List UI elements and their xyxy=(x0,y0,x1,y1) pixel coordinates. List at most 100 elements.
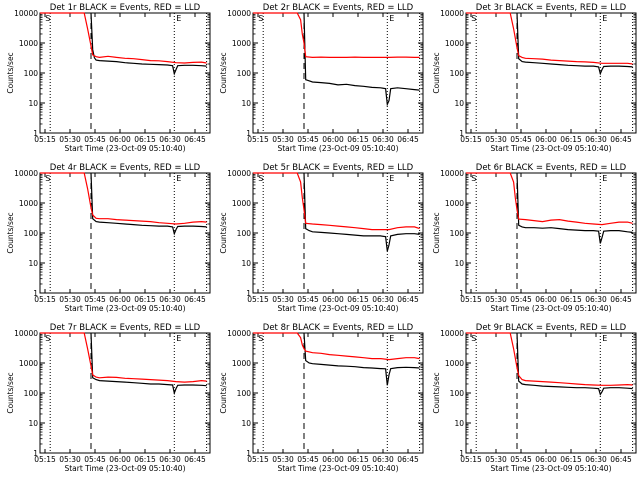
x-tick-label: 06:45 xyxy=(184,135,206,144)
y-tick-label: 10000 xyxy=(14,9,38,18)
x-tick-label: 05:15 xyxy=(460,295,482,304)
y-tick-label: 10 xyxy=(454,259,464,268)
x-tick-label: 05:30 xyxy=(485,135,507,144)
y-tick-label: 10 xyxy=(28,99,38,108)
x-tick-label: 06:45 xyxy=(397,295,419,304)
start-marker-label: S xyxy=(258,14,263,23)
x-tick-label: 06:30 xyxy=(159,455,181,464)
chart-title: Det 3r BLACK = Events, RED = LLD xyxy=(476,3,627,13)
start-marker-label: S xyxy=(471,174,476,183)
y-tick-label: 10 xyxy=(241,99,251,108)
x-tick-label: 06:30 xyxy=(372,455,394,464)
y-tick-label: 1000 xyxy=(232,359,251,368)
x-tick-label: 06:30 xyxy=(372,135,394,144)
end-marker-label: E xyxy=(389,14,394,23)
x-tick-label: 06:00 xyxy=(109,455,131,464)
x-tick-label: 05:15 xyxy=(247,455,269,464)
start-marker-label: S xyxy=(45,14,50,23)
y-tick-label: 1000 xyxy=(19,39,38,48)
y-tick-label: 100 xyxy=(450,229,465,238)
y-axis-label: Counts/sec xyxy=(219,52,228,93)
y-tick-label: 1 xyxy=(33,129,38,138)
end-marker-label: E xyxy=(389,334,394,343)
end-marker-label: E xyxy=(602,14,607,23)
y-tick-label: 10000 xyxy=(227,9,251,18)
end-marker-label: E xyxy=(176,334,181,343)
x-tick-label: 06:45 xyxy=(397,135,419,144)
y-tick-label: 1000 xyxy=(232,199,251,208)
y-tick-label: 10 xyxy=(454,99,464,108)
x-tick-label: 05:30 xyxy=(485,455,507,464)
end-marker-label: E xyxy=(389,174,394,183)
x-tick-label: 06:00 xyxy=(535,295,557,304)
start-marker-label: S xyxy=(258,334,263,343)
x-axis-label: Start Time (23-Oct-09 05:10:40) xyxy=(490,464,611,473)
x-tick-label: 06:45 xyxy=(610,455,632,464)
detector-panel: Det 6r BLACK = Events, RED = LLD 1 10 100 10… xyxy=(432,163,637,313)
x-tick-label: 05:15 xyxy=(460,455,482,464)
events-series-line xyxy=(516,332,633,396)
lld-series-line xyxy=(466,12,633,65)
x-tick-label: 06:00 xyxy=(322,135,344,144)
x-tick-label: 06:15 xyxy=(134,295,156,304)
x-tick-label: 06:45 xyxy=(610,135,632,144)
x-tick-label: 05:30 xyxy=(272,455,294,464)
chart-title: Det 6r BLACK = Events, RED = LLD xyxy=(476,163,627,173)
detector-panel: Det 8r BLACK = Events, RED = LLD 1 10 100 10… xyxy=(219,323,424,473)
events-series-line xyxy=(516,172,633,244)
y-tick-label: 100 xyxy=(237,389,252,398)
x-axis-label: Start Time (23-Oct-09 05:10:40) xyxy=(277,304,398,313)
x-axis-label: Start Time (23-Oct-09 05:10:40) xyxy=(64,144,185,153)
x-tick-label: 05:45 xyxy=(510,135,532,144)
y-axis-label: Counts/sec xyxy=(432,372,441,413)
x-tick-label: 06:15 xyxy=(134,455,156,464)
x-tick-label: 05:45 xyxy=(510,455,532,464)
x-axis-label: Start Time (23-Oct-09 05:10:40) xyxy=(277,144,398,153)
detector-panel: Det 2r BLACK = Events, RED = LLD 1 10 100 10… xyxy=(219,3,424,153)
plot-frame xyxy=(252,12,424,134)
y-tick-label: 10000 xyxy=(227,329,251,338)
detector-panel: Det 9r BLACK = Events, RED = LLD 1 10 100 10… xyxy=(432,323,637,473)
y-tick-label: 100 xyxy=(24,229,39,238)
x-tick-label: 06:30 xyxy=(585,455,607,464)
y-tick-label: 10000 xyxy=(440,329,464,338)
x-axis-label: Start Time (23-Oct-09 05:10:40) xyxy=(277,464,398,473)
y-tick-label: 1 xyxy=(33,449,38,458)
y-axis-label: Counts/sec xyxy=(219,212,228,253)
x-tick-label: 05:15 xyxy=(460,135,482,144)
y-tick-label: 1 xyxy=(246,289,251,298)
y-tick-label: 1 xyxy=(33,289,38,298)
y-tick-label: 10000 xyxy=(227,169,251,178)
y-axis-label: Counts/sec xyxy=(432,52,441,93)
lld-series-line xyxy=(40,332,207,383)
y-tick-label: 10 xyxy=(241,419,251,428)
start-marker-label: S xyxy=(45,174,50,183)
events-series-line xyxy=(90,12,207,76)
x-tick-label: 06:15 xyxy=(347,455,369,464)
y-tick-label: 1000 xyxy=(19,359,38,368)
x-axis-label: Start Time (23-Oct-09 05:10:40) xyxy=(490,144,611,153)
x-axis-label: Start Time (23-Oct-09 05:10:40) xyxy=(64,464,185,473)
chart-title: Det 4r BLACK = Events, RED = LLD xyxy=(50,163,201,173)
lld-series-line xyxy=(466,172,633,226)
x-tick-label: 06:30 xyxy=(372,295,394,304)
x-tick-label: 06:45 xyxy=(184,295,206,304)
chart-title: Det 2r BLACK = Events, RED = LLD xyxy=(263,3,414,13)
y-axis-label: Counts/sec xyxy=(432,212,441,253)
plot-frame xyxy=(465,332,637,454)
start-marker-label: S xyxy=(471,14,476,23)
x-tick-label: 06:00 xyxy=(109,135,131,144)
x-tick-label: 05:30 xyxy=(485,295,507,304)
x-tick-label: 06:15 xyxy=(347,135,369,144)
x-tick-label: 06:45 xyxy=(397,455,419,464)
y-tick-label: 10000 xyxy=(14,169,38,178)
events-series-line xyxy=(90,172,207,236)
x-tick-label: 05:15 xyxy=(34,455,56,464)
y-tick-label: 10 xyxy=(28,259,38,268)
lld-series-line xyxy=(253,332,420,361)
chart-title: Det 8r BLACK = Events, RED = LLD xyxy=(263,323,414,333)
detector-panel: Det 5r BLACK = Events, RED = LLD 1 10 100 10… xyxy=(219,163,424,313)
chart-title: Det 5r BLACK = Events, RED = LLD xyxy=(263,163,414,173)
y-tick-label: 100 xyxy=(450,69,465,78)
